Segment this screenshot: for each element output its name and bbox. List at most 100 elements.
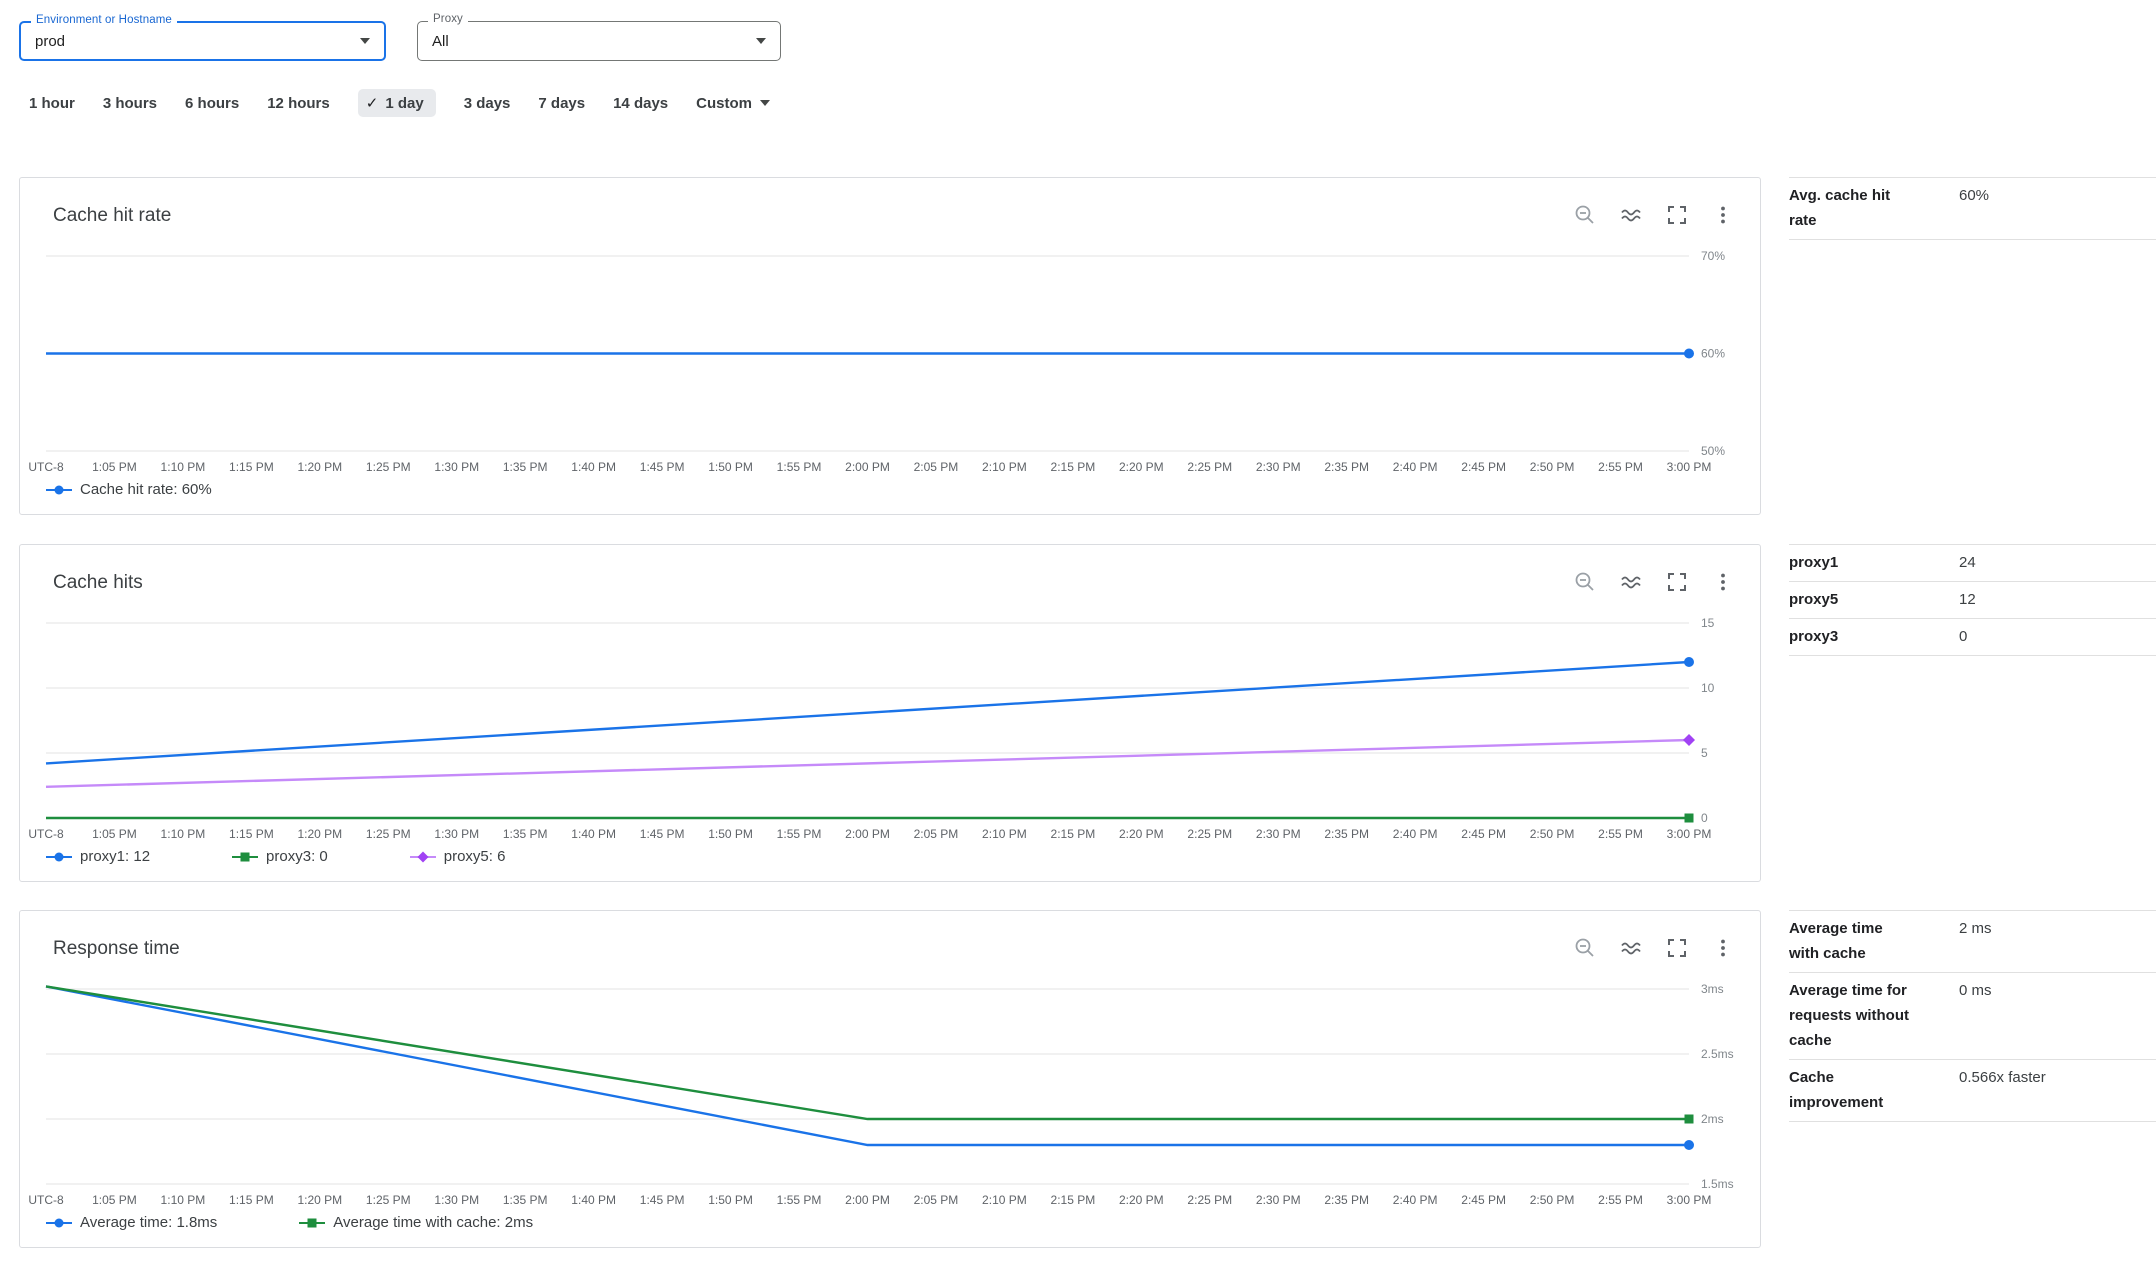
x-axis-label: UTC-8 <box>28 827 64 841</box>
stat-row: proxy1 24 <box>1789 545 2156 582</box>
x-axis-label: 1:15 PM <box>229 1193 274 1207</box>
kebab-menu-icon <box>1721 939 1725 957</box>
fullscreen-icon <box>1668 206 1686 224</box>
fullscreen-button[interactable] <box>1664 202 1690 228</box>
time-range-12-hours[interactable]: 12 hours <box>267 94 330 112</box>
stat-label: proxy5 <box>1789 591 1839 608</box>
zoom-out-button[interactable] <box>1572 935 1598 961</box>
zoom-out-button[interactable] <box>1572 569 1598 595</box>
x-axis: UTC-8 1:05 PM 1:10 PM 1:15 PM 1:20 PM 1:25 PM… <box>28 460 1711 476</box>
x-axis-label: 1:50 PM <box>708 1193 753 1207</box>
more-options-button[interactable] <box>1710 935 1736 961</box>
svg-text:10: 10 <box>1701 681 1715 695</box>
chart-legend: Cache hit rate: 60% <box>46 481 212 498</box>
x-axis-label: 1:45 PM <box>639 827 685 841</box>
cache-hit-rate-line-chart: 70% 60% 50% <box>46 249 1725 458</box>
card-toolbar <box>1572 202 1736 228</box>
legend-item[interactable]: Average time with cache: 2ms <box>299 1214 533 1231</box>
legend-label: Average time with cache: 2ms <box>333 1214 534 1231</box>
x-axis-label: 2:20 PM <box>1118 1193 1164 1207</box>
svg-text:2ms: 2ms <box>1701 1112 1724 1126</box>
fullscreen-button[interactable] <box>1664 569 1690 595</box>
time-range-7-days[interactable]: 7 days <box>538 94 586 112</box>
proxy-select-label: Proxy <box>428 13 468 25</box>
x-axis-label: 2:05 PM <box>913 827 959 841</box>
time-range-1-day[interactable]: ✓ 1 day <box>357 89 436 117</box>
zoom-out-button[interactable] <box>1572 202 1598 228</box>
time-range-selector: 1 hour 3 hours 6 hours 12 hours ✓ 1 day 3 days… <box>29 88 770 118</box>
x-axis-label: 1:20 PM <box>297 460 343 474</box>
x-axis-label: 1:50 PM <box>708 460 753 474</box>
time-range-6-hours[interactable]: 6 hours <box>185 94 240 112</box>
x-axis-label: 2:40 PM <box>1392 1193 1438 1207</box>
card-toolbar <box>1572 569 1736 595</box>
x-axis-label: 1:15 PM <box>229 460 274 474</box>
stat-label: Cache improvement <box>1789 1069 1884 1111</box>
more-options-button[interactable] <box>1710 202 1736 228</box>
check-icon: ✓ <box>365 95 379 112</box>
x-axis-label: 1:40 PM <box>571 827 617 841</box>
x-axis: UTC-8 1:05 PM 1:10 PM 1:15 PM 1:20 PM 1:25 PM… <box>28 1193 1711 1209</box>
x-axis-label: UTC-8 <box>28 1193 64 1207</box>
x-axis: UTC-8 1:05 PM 1:10 PM 1:15 PM 1:20 PM 1:25 PM… <box>28 827 1711 843</box>
time-range-custom-label: Custom <box>696 94 752 112</box>
svg-text:50%: 50% <box>1701 444 1725 458</box>
time-range-14-days[interactable]: 14 days <box>613 94 669 112</box>
legend-label: proxy5: 6 <box>443 848 506 865</box>
card-title: Cache hit rate <box>53 205 172 226</box>
legend-item[interactable]: proxy5: 6 <box>409 848 506 865</box>
stat-row: Avg. cache hit rate 60% <box>1789 178 2156 240</box>
chart-style-button[interactable] <box>1618 935 1644 961</box>
time-range-3-hours[interactable]: 3 hours <box>102 94 158 112</box>
x-axis-label: 2:55 PM <box>1598 827 1643 841</box>
x-axis-label: 2:35 PM <box>1324 1193 1370 1207</box>
environment-select[interactable]: Environment or Hostname prod <box>19 14 386 61</box>
x-axis-label: 2:45 PM <box>1461 460 1506 474</box>
x-axis-label: 1:55 PM <box>776 460 822 474</box>
zoom-out-icon <box>1575 572 1594 591</box>
chart-style-icon <box>1621 209 1641 222</box>
stat-label: proxy1 <box>1789 554 1839 571</box>
x-axis-label: 1:05 PM <box>92 1193 137 1207</box>
legend-item[interactable]: Average time: 1.8ms <box>46 1214 217 1231</box>
svg-text:1.5ms: 1.5ms <box>1701 1177 1734 1191</box>
x-axis-label: 1:20 PM <box>297 827 343 841</box>
legend-item[interactable]: Cache hit rate: 60% <box>46 481 212 498</box>
fullscreen-icon <box>1668 939 1686 957</box>
more-options-button[interactable] <box>1710 569 1736 595</box>
legend-item[interactable]: proxy1: 12 <box>46 848 150 865</box>
legend-marker-icon <box>409 851 436 862</box>
stat-label: Average time for requests without cache <box>1789 982 1910 1049</box>
time-range-custom-button[interactable]: Custom <box>696 95 770 112</box>
stat-value: 0 ms <box>1959 982 1992 999</box>
time-range-3-days[interactable]: 3 days <box>463 94 511 112</box>
x-axis-label: 1:10 PM <box>160 827 206 841</box>
proxy-select-value: All <box>432 32 449 50</box>
x-axis-label: 1:15 PM <box>229 827 274 841</box>
chart-legend: Average time: 1.8ms Average time with cac… <box>46 1214 533 1231</box>
x-axis-label: 1:50 PM <box>708 827 753 841</box>
stat-value: 2 ms <box>1959 920 1992 937</box>
x-axis-label: 2:15 PM <box>1050 460 1096 474</box>
chart-legend: proxy1: 12 proxy3: 0 proxy5: 6 <box>46 848 505 865</box>
x-axis-label: 2:35 PM <box>1324 827 1370 841</box>
proxy-select[interactable]: Proxy All <box>417 13 781 61</box>
legend-item[interactable]: proxy3: 0 <box>232 848 328 865</box>
chart-style-button[interactable] <box>1618 202 1644 228</box>
stat-label: Average time with cache <box>1789 920 1883 962</box>
chart-style-button[interactable] <box>1618 569 1644 595</box>
zoom-out-icon <box>1575 205 1594 224</box>
x-axis-label: 1:05 PM <box>92 827 137 841</box>
chevron-down-icon <box>759 100 770 106</box>
time-range-1-hour[interactable]: 1 hour <box>29 94 75 112</box>
x-axis-label: 2:15 PM <box>1050 1193 1096 1207</box>
x-axis-label: 2:05 PM <box>913 460 959 474</box>
x-axis-label: 2:30 PM <box>1255 827 1301 841</box>
fullscreen-button[interactable] <box>1664 935 1690 961</box>
card-toolbar <box>1572 935 1736 961</box>
x-axis-label: 2:15 PM <box>1050 827 1096 841</box>
x-axis-label: 1:45 PM <box>639 1193 685 1207</box>
cache-hits-line-chart: 15 10 5 0 <box>45 616 1715 825</box>
x-axis-label: 1:10 PM <box>160 1193 206 1207</box>
x-axis-label: 2:50 PM <box>1529 1193 1575 1207</box>
